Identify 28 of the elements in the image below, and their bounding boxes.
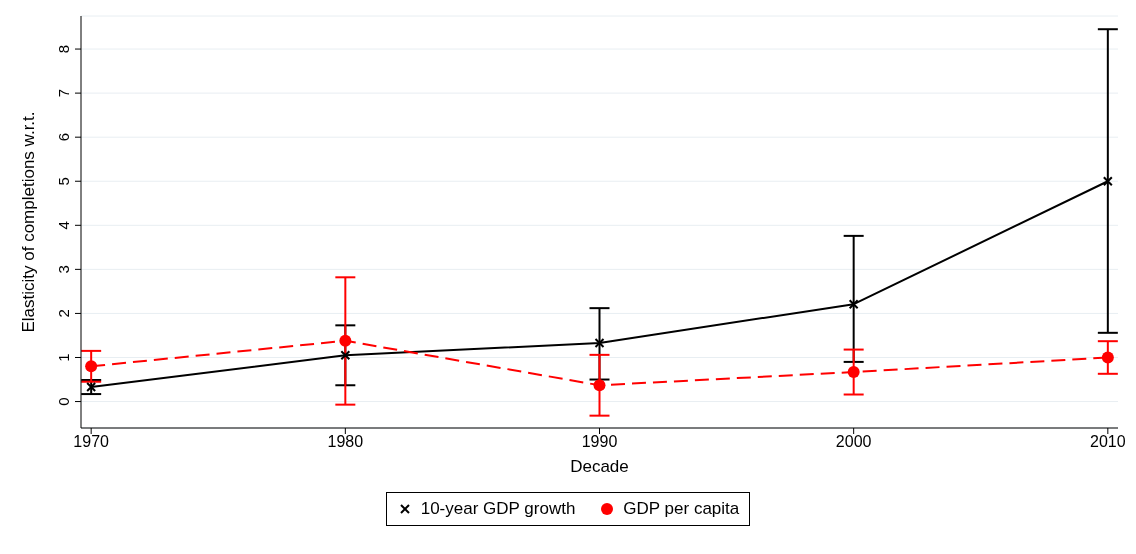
x-tick-label: 2010: [1090, 433, 1126, 451]
x-axis-title: Decade: [570, 457, 629, 476]
point: [85, 360, 98, 373]
point: [1101, 351, 1114, 364]
legend-label: 10-year GDP growth: [419, 499, 576, 519]
point: [593, 379, 606, 392]
point: [847, 366, 860, 379]
x-tick-label: 2000: [835, 433, 872, 451]
y-axis-title: Elasticity of completions w.r.t.: [19, 111, 39, 333]
y-tick-label: 3: [55, 265, 72, 274]
point: [594, 337, 605, 348]
y-tick-label: 2: [55, 309, 72, 318]
legend-label: GDP per capita: [622, 499, 740, 519]
x-tick-label: 1970: [73, 433, 110, 451]
point: [340, 350, 351, 361]
point: [339, 334, 352, 347]
y-tick-label: 6: [55, 133, 72, 142]
y-tick-label: 7: [55, 88, 72, 98]
x-tick-label: 1980: [327, 433, 364, 451]
point: [848, 299, 859, 310]
y-tick-label: 1: [55, 353, 72, 362]
point: [1102, 176, 1113, 187]
y-tick-label: 0: [55, 397, 72, 406]
x-tick-label: 1990: [581, 433, 618, 451]
y-tick-label: 5: [55, 177, 72, 186]
point: [86, 382, 97, 393]
y-tick-label: 8: [55, 44, 72, 54]
y-tick-label: 4: [55, 221, 72, 230]
